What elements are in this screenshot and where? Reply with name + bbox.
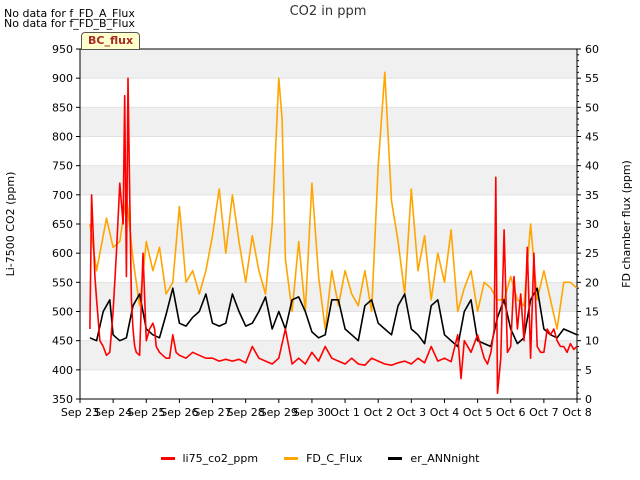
x-tick-label: Oct 2: [363, 406, 393, 419]
no-data-note-b: No data for f_FD_B_Flux: [4, 17, 135, 30]
x-tick-label: Sep 28: [227, 406, 265, 419]
x-tick-label: Sep 26: [160, 406, 198, 419]
grid-band: [80, 165, 577, 195]
grid-band: [80, 340, 577, 370]
y2-tick-label: 25: [585, 247, 599, 260]
y2-tick-label: 5: [585, 364, 592, 377]
bc-flux-badge: BC_flux: [81, 32, 141, 50]
y-tick-label: 900: [52, 72, 73, 85]
y2-tick-label: 10: [585, 335, 599, 348]
x-tick-label: Oct 6: [496, 406, 526, 419]
y-tick-label: 800: [52, 131, 73, 144]
legend-swatch-li75: [160, 457, 175, 460]
grid-band: [80, 107, 577, 137]
legend-item-fd-c-flux[interactable]: FD_C_Flux: [284, 452, 362, 465]
axes-layer: 3504004505005506006507007508008509009500…: [52, 43, 599, 419]
y2-tick-label: 15: [585, 306, 599, 319]
y-tick-label: 650: [52, 218, 73, 231]
legend: li75_co2_ppm FD_C_Flux er_ANNnight: [0, 452, 640, 465]
x-tick-label: Sep 27: [193, 406, 231, 419]
y2-tick-label: 40: [585, 160, 599, 173]
y-tick-label: 750: [52, 160, 73, 173]
y-tick-label: 550: [52, 276, 73, 289]
y-tick-label: 950: [52, 43, 73, 56]
series-layer: [89, 71, 578, 395]
grid-band: [80, 49, 577, 79]
y2-tick-label: 55: [585, 72, 599, 85]
legend-label-fd-c-flux: FD_C_Flux: [306, 452, 363, 465]
y2-tick-label: 45: [585, 131, 599, 144]
x-tick-label: Oct 1: [330, 406, 360, 419]
chart-title: CO2 in ppm: [290, 4, 367, 19]
legend-swatch-fd-c-flux: [284, 457, 299, 460]
legend-item-er-annnight[interactable]: er_ANNnight: [388, 452, 480, 465]
y2-axis-label: FD chamber flux (ppm): [620, 160, 633, 288]
legend-label-er-annnight: er_ANNnight: [410, 452, 480, 465]
legend-item-li75[interactable]: li75_co2_ppm: [160, 452, 259, 465]
x-tick-label: Oct 7: [529, 406, 559, 419]
y2-tick-label: 35: [585, 189, 599, 202]
x-tick-label: Sep 24: [94, 406, 132, 419]
x-tick-label: Sep 30: [293, 406, 331, 419]
legend-swatch-er-annnight: [388, 457, 403, 460]
y-tick-label: 500: [52, 306, 73, 319]
y2-tick-label: 60: [585, 43, 599, 56]
series-line-li75-co2-ppm: [89, 77, 578, 395]
legend-label-li75: li75_co2_ppm: [182, 452, 259, 465]
x-tick-label: Sep 29: [260, 406, 298, 419]
y2-tick-label: 20: [585, 276, 599, 289]
y-tick-label: 600: [52, 247, 73, 260]
y-tick-label: 450: [52, 335, 73, 348]
y-tick-label: 400: [52, 364, 73, 377]
grid-band: [80, 224, 577, 254]
x-tick-label: Oct 8: [562, 406, 592, 419]
y2-tick-label: 50: [585, 101, 599, 114]
x-tick-label: Oct 4: [430, 406, 460, 419]
x-tick-label: Oct 5: [463, 406, 493, 419]
y-tick-label: 850: [52, 101, 73, 114]
y2-tick-label: 30: [585, 218, 599, 231]
x-tick-label: Sep 23: [61, 406, 99, 419]
y-tick-label: 350: [52, 393, 73, 406]
x-tick-label: Sep 25: [127, 406, 165, 419]
no-data-note-a: No data for f_FD_A_Flux: [4, 7, 135, 20]
y-axis-label: Li-7500 CO2 (ppm): [4, 172, 17, 277]
y2-tick-label: 0: [585, 393, 592, 406]
y-tick-label: 700: [52, 189, 73, 202]
x-tick-label: Oct 3: [397, 406, 427, 419]
